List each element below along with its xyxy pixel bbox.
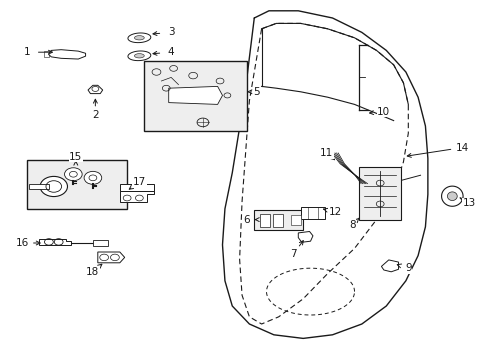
Text: 9: 9 — [404, 263, 411, 273]
Polygon shape — [128, 51, 150, 60]
Text: 4: 4 — [167, 47, 174, 57]
Text: 12: 12 — [327, 207, 341, 217]
Polygon shape — [93, 240, 107, 246]
Text: 7: 7 — [289, 249, 296, 259]
Text: 11: 11 — [319, 148, 333, 158]
Polygon shape — [128, 33, 150, 42]
Polygon shape — [134, 36, 144, 40]
Polygon shape — [44, 51, 49, 57]
Polygon shape — [168, 86, 222, 104]
Polygon shape — [298, 231, 312, 242]
Text: 1: 1 — [23, 47, 30, 57]
Text: 10: 10 — [377, 107, 389, 117]
Text: 18: 18 — [86, 267, 100, 277]
Bar — [27, 160, 127, 209]
Text: 6: 6 — [243, 215, 250, 225]
Circle shape — [40, 176, 67, 197]
Bar — [144, 61, 246, 131]
Text: 8: 8 — [348, 220, 355, 230]
Polygon shape — [49, 50, 85, 59]
Text: 2: 2 — [92, 110, 99, 120]
Polygon shape — [59, 53, 68, 57]
Text: 5: 5 — [253, 87, 260, 97]
Polygon shape — [447, 192, 456, 201]
Polygon shape — [441, 186, 462, 206]
Bar — [272, 214, 282, 227]
Polygon shape — [120, 191, 154, 202]
Bar — [260, 214, 269, 227]
Text: 16: 16 — [15, 238, 29, 248]
Text: 13: 13 — [462, 198, 475, 208]
Text: 3: 3 — [167, 27, 174, 37]
Polygon shape — [290, 215, 300, 225]
Circle shape — [84, 171, 102, 184]
Polygon shape — [381, 260, 398, 272]
Polygon shape — [98, 252, 124, 263]
Polygon shape — [39, 239, 71, 245]
Polygon shape — [29, 184, 49, 189]
Bar — [359, 167, 400, 220]
Bar — [254, 210, 303, 230]
Text: 14: 14 — [454, 143, 468, 153]
Bar — [300, 207, 325, 219]
Text: 15: 15 — [69, 152, 82, 162]
Polygon shape — [72, 53, 79, 57]
Polygon shape — [134, 54, 144, 58]
Circle shape — [64, 168, 82, 181]
Polygon shape — [120, 184, 154, 191]
Text: 17: 17 — [132, 177, 146, 187]
